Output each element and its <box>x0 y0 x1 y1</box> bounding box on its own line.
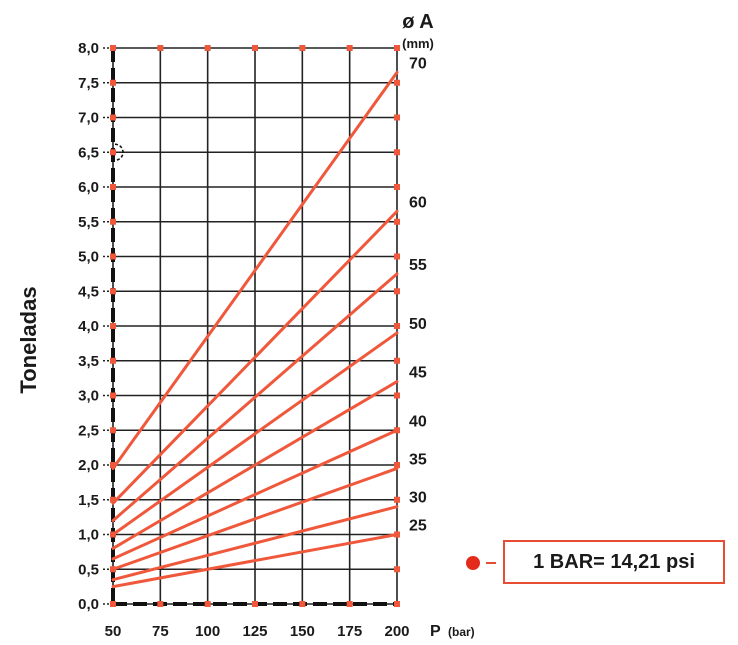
axis-marker-6-5 <box>114 143 124 162</box>
series-line-30 <box>111 505 399 582</box>
y-tick-marker-right <box>394 566 400 573</box>
y-tick-marker <box>110 427 116 434</box>
x-tick-marker-top <box>110 45 116 51</box>
y-tick-marker <box>110 253 116 260</box>
y-tick-marker-right <box>394 184 400 190</box>
x-tick-label: 100 <box>195 623 220 640</box>
y-tick-label: 6,0 <box>78 179 99 196</box>
y-tick-marker-right <box>394 392 400 399</box>
x-tick-marker-top <box>204 45 211 51</box>
x-tick-label: 175 <box>337 623 362 640</box>
y-tick-marker-right <box>394 357 400 364</box>
y-tick-label: 7,0 <box>78 110 99 127</box>
y-tick-marker-right <box>394 323 400 329</box>
series-line-55 <box>111 272 399 523</box>
x-tick-marker-top <box>299 45 306 51</box>
y-tick-marker <box>110 323 116 329</box>
series-unit: (mm) <box>402 36 434 51</box>
y-tick-marker-right <box>394 462 400 468</box>
y-tick-label: 0,0 <box>78 596 99 613</box>
series-label-50: 50 <box>409 316 427 333</box>
x-tick-label: 125 <box>242 623 267 640</box>
y-tick-label: 2,0 <box>78 457 99 474</box>
y-tick-marker-right <box>394 496 400 503</box>
x-tick-label: 75 <box>152 623 169 640</box>
x-tick-marker <box>252 601 258 607</box>
series-line-45 <box>111 380 399 550</box>
y-tick-marker <box>110 462 116 468</box>
y-tick-marker <box>110 288 116 295</box>
series-label-55: 55 <box>409 257 427 274</box>
y-tick-label: 3,0 <box>78 388 99 405</box>
conversion-note: 1 BAR= 14,21 psi <box>503 540 725 584</box>
x-tick-marker <box>204 601 211 607</box>
y-tick-marker-right <box>394 253 400 260</box>
series-header: ø A <box>402 11 433 33</box>
series-line-25 <box>111 533 399 589</box>
conversion-dot <box>466 556 480 570</box>
y-tick-label: 4,5 <box>78 283 99 300</box>
y-tick-marker-right <box>394 149 400 156</box>
x-axis-unit: (bar) <box>448 625 475 639</box>
y-tick-marker <box>110 114 116 121</box>
y-tick-marker <box>110 149 116 156</box>
y-tick-label: 7,5 <box>78 75 99 92</box>
y-tick-label: 6,5 <box>78 144 99 161</box>
x-tick-marker-top <box>157 45 164 51</box>
y-tick-label: 5,5 <box>78 214 99 231</box>
y-tick-marker <box>110 392 116 399</box>
x-tick-label: 200 <box>384 623 409 640</box>
series-label-70: 70 <box>409 55 427 72</box>
x-tick-marker-top <box>394 45 400 51</box>
y-tick-marker-right <box>394 114 400 121</box>
y-tick-marker <box>110 218 116 225</box>
y-tick-marker <box>110 357 116 364</box>
x-tick-label: 150 <box>290 623 315 640</box>
y-tick-label: 0,5 <box>78 561 99 578</box>
x-tick-marker <box>299 601 306 607</box>
series-line-60 <box>111 209 399 505</box>
y-tick-label: 1,5 <box>78 492 99 509</box>
series-label-25: 25 <box>409 518 427 535</box>
conversion-dash <box>486 562 496 564</box>
x-tick-label: 50 <box>105 623 122 640</box>
x-axis-title: P <box>430 623 441 640</box>
y-tick-label: 5,0 <box>78 249 99 266</box>
x-tick-marker <box>346 601 353 607</box>
series-label-35: 35 <box>409 451 427 468</box>
y-tick-label: 4,0 <box>78 318 99 335</box>
series-labels: 70 60 55 50 45 40 35 30 25 <box>409 55 427 534</box>
series-line-40 <box>111 428 399 561</box>
y-axis-title: Toneladas <box>16 286 41 393</box>
series-label-45: 45 <box>409 365 427 382</box>
series-label-40: 40 <box>409 413 427 430</box>
y-tick-marker-right <box>394 79 400 86</box>
x-tick-marker-top <box>346 45 353 51</box>
y-tick-label: 2,5 <box>78 422 99 439</box>
y-tick-marker-right <box>394 218 400 225</box>
series-line-70 <box>111 70 399 470</box>
y-tick-marker <box>110 496 116 503</box>
y-tick-marker-right <box>394 288 400 295</box>
x-tick-marker <box>394 601 400 607</box>
x-tick-marker-top <box>252 45 258 51</box>
y-tick-label: 3,5 <box>78 353 99 370</box>
series-label-30: 30 <box>409 490 427 507</box>
x-tick-labels: 50 75 100 125 150 175 200 <box>105 623 410 640</box>
x-tick-marker <box>110 601 116 607</box>
x-tick-marker <box>157 601 164 607</box>
series-line-35 <box>111 466 399 571</box>
y-tick-label: 8,0 <box>78 40 99 57</box>
series-line-50 <box>111 331 399 536</box>
y-tick-label: 1,0 <box>78 527 99 544</box>
y-tick-marker <box>110 79 116 86</box>
series-lines <box>111 70 399 589</box>
y-tick-marker <box>110 184 116 190</box>
series-label-60: 60 <box>409 194 427 211</box>
y-tick-labels: 0,0 0,5 1,0 1,5 2,0 2,5 3,0 3,5 4,0 4,5 5,0 5,5 6,0 6… <box>78 40 99 613</box>
